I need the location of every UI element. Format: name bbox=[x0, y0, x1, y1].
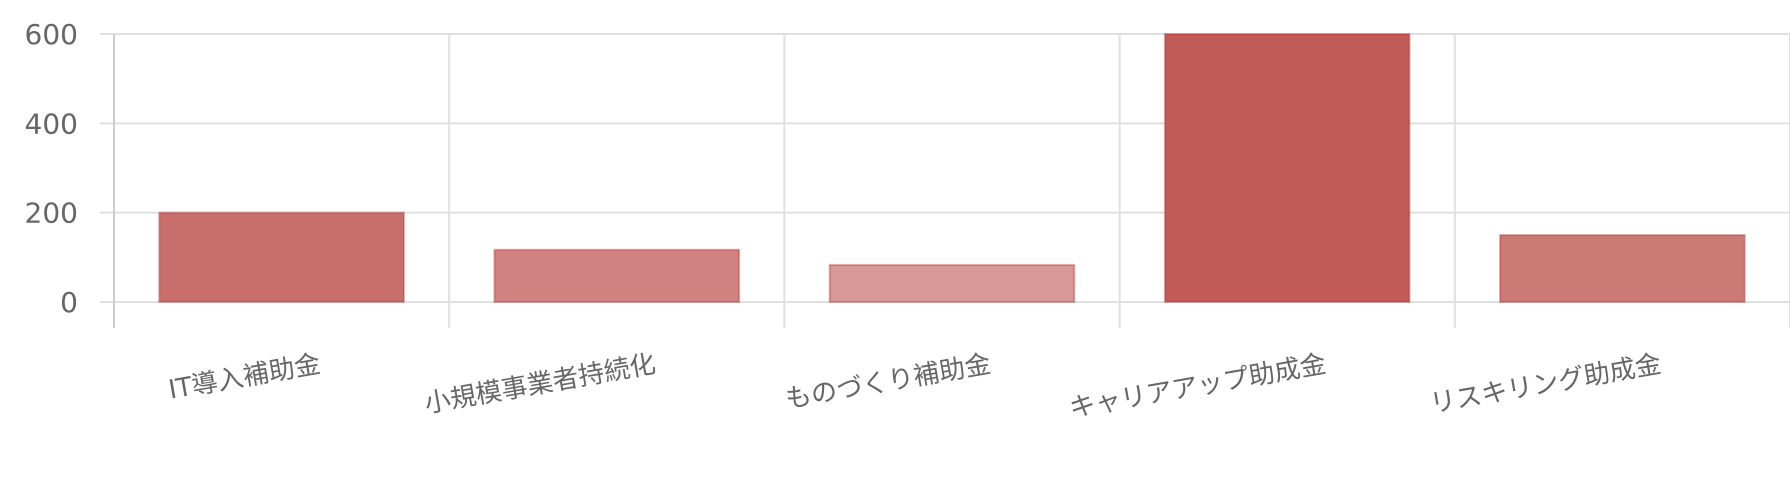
x-tick-label: キャリアアップ助成金 bbox=[1067, 349, 1328, 424]
bar bbox=[493, 248, 741, 304]
x-tick-label: 小規模事業者持続化 bbox=[422, 349, 658, 419]
x-tick-label: リスキリング助成金 bbox=[1428, 349, 1664, 419]
y-tick-label: 600 bbox=[25, 18, 78, 51]
bar bbox=[1163, 33, 1411, 303]
x-tick-label: ものづくり補助金 bbox=[783, 349, 993, 415]
y-tick-label: 200 bbox=[25, 197, 78, 230]
x-tick-label: IT導入補助金 bbox=[166, 349, 322, 405]
y-tick-label: 0 bbox=[60, 286, 78, 319]
bar bbox=[1499, 234, 1746, 303]
y-tick-label: 400 bbox=[25, 107, 78, 140]
bar bbox=[158, 211, 405, 304]
bar bbox=[828, 263, 1076, 303]
